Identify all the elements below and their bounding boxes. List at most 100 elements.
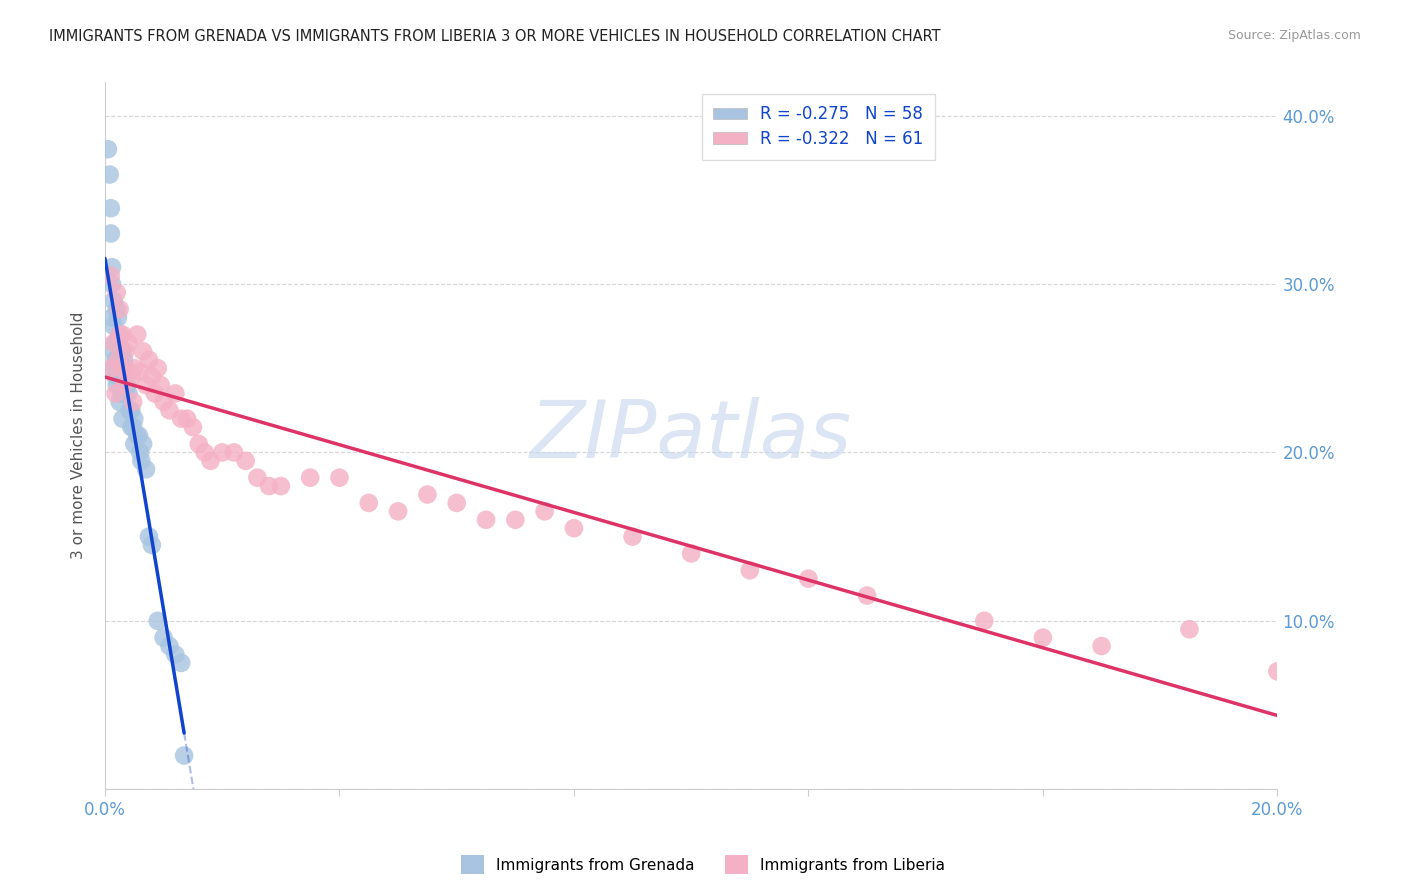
Point <box>129 365 152 379</box>
Point <box>127 327 149 342</box>
Point <box>257 479 280 493</box>
Point <box>108 302 131 317</box>
Point <box>146 361 169 376</box>
Point <box>1090 639 1112 653</box>
Point <box>211 445 233 459</box>
Point <box>138 530 160 544</box>
Point <box>128 428 150 442</box>
Point <box>533 504 555 518</box>
Point <box>149 378 172 392</box>
Point <box>797 572 820 586</box>
Point <box>173 748 195 763</box>
Point <box>107 335 129 350</box>
Point <box>681 546 703 560</box>
Point <box>100 268 122 283</box>
Point <box>105 302 128 317</box>
Point <box>446 496 468 510</box>
Point <box>107 352 129 367</box>
Point <box>124 411 146 425</box>
Point <box>122 420 145 434</box>
Point <box>110 361 132 376</box>
Point <box>181 420 204 434</box>
Point <box>120 369 142 384</box>
Point <box>111 327 134 342</box>
Point <box>138 352 160 367</box>
Text: Source: ZipAtlas.com: Source: ZipAtlas.com <box>1227 29 1361 42</box>
Point <box>105 335 128 350</box>
Point <box>108 369 131 384</box>
Point <box>132 437 155 451</box>
Point <box>120 420 142 434</box>
Point <box>103 361 125 376</box>
Point <box>105 352 128 367</box>
Point <box>105 285 128 300</box>
Point <box>103 344 125 359</box>
Point <box>165 386 187 401</box>
Point <box>235 454 257 468</box>
Point <box>100 201 122 215</box>
Point <box>117 335 139 350</box>
Point <box>120 403 142 417</box>
Point <box>159 639 181 653</box>
Point <box>856 589 879 603</box>
Y-axis label: 3 or more Vehicles in Household: 3 or more Vehicles in Household <box>72 312 86 559</box>
Point <box>159 403 181 417</box>
Text: IMMIGRANTS FROM GRENADA VS IMMIGRANTS FROM LIBERIA 3 OR MORE VEHICLES IN HOUSEHO: IMMIGRANTS FROM GRENADA VS IMMIGRANTS FR… <box>49 29 941 44</box>
Point <box>387 504 409 518</box>
Point <box>328 470 350 484</box>
Point <box>117 378 139 392</box>
Point <box>110 365 132 379</box>
Point <box>246 470 269 484</box>
Point <box>118 403 141 417</box>
Point <box>104 352 127 367</box>
Point <box>104 335 127 350</box>
Point <box>621 530 644 544</box>
Point <box>129 445 152 459</box>
Point <box>416 487 439 501</box>
Point <box>101 361 124 376</box>
Point <box>357 496 380 510</box>
Point <box>152 631 174 645</box>
Point <box>170 411 193 425</box>
Point <box>111 369 134 384</box>
Point <box>108 395 131 409</box>
Point <box>141 538 163 552</box>
Point <box>1178 622 1201 636</box>
Point <box>111 344 134 359</box>
Point <box>973 614 995 628</box>
Point <box>110 344 132 359</box>
Point <box>108 327 131 342</box>
Point <box>104 386 127 401</box>
Point <box>100 227 122 241</box>
Point <box>111 411 134 425</box>
Legend: Immigrants from Grenada, Immigrants from Liberia: Immigrants from Grenada, Immigrants from… <box>454 849 952 880</box>
Point <box>270 479 292 493</box>
Point <box>135 462 157 476</box>
Point <box>562 521 585 535</box>
Point <box>131 454 153 468</box>
Point <box>112 352 135 367</box>
Point <box>112 378 135 392</box>
Point <box>146 614 169 628</box>
Point <box>505 513 527 527</box>
Point <box>111 386 134 401</box>
Text: ZIPatlas: ZIPatlas <box>530 397 852 475</box>
Point <box>101 310 124 325</box>
Point <box>114 386 136 401</box>
Point <box>117 365 139 379</box>
Point <box>117 386 139 401</box>
Point <box>299 470 322 484</box>
Point <box>165 648 187 662</box>
Point <box>104 369 127 384</box>
Point <box>143 386 166 401</box>
Point <box>101 260 124 274</box>
Point <box>475 513 498 527</box>
Point <box>222 445 245 459</box>
Point <box>114 361 136 376</box>
Point <box>103 293 125 308</box>
Point <box>101 277 124 291</box>
Point <box>114 344 136 359</box>
Point <box>103 335 125 350</box>
Point <box>110 386 132 401</box>
Point <box>1267 665 1289 679</box>
